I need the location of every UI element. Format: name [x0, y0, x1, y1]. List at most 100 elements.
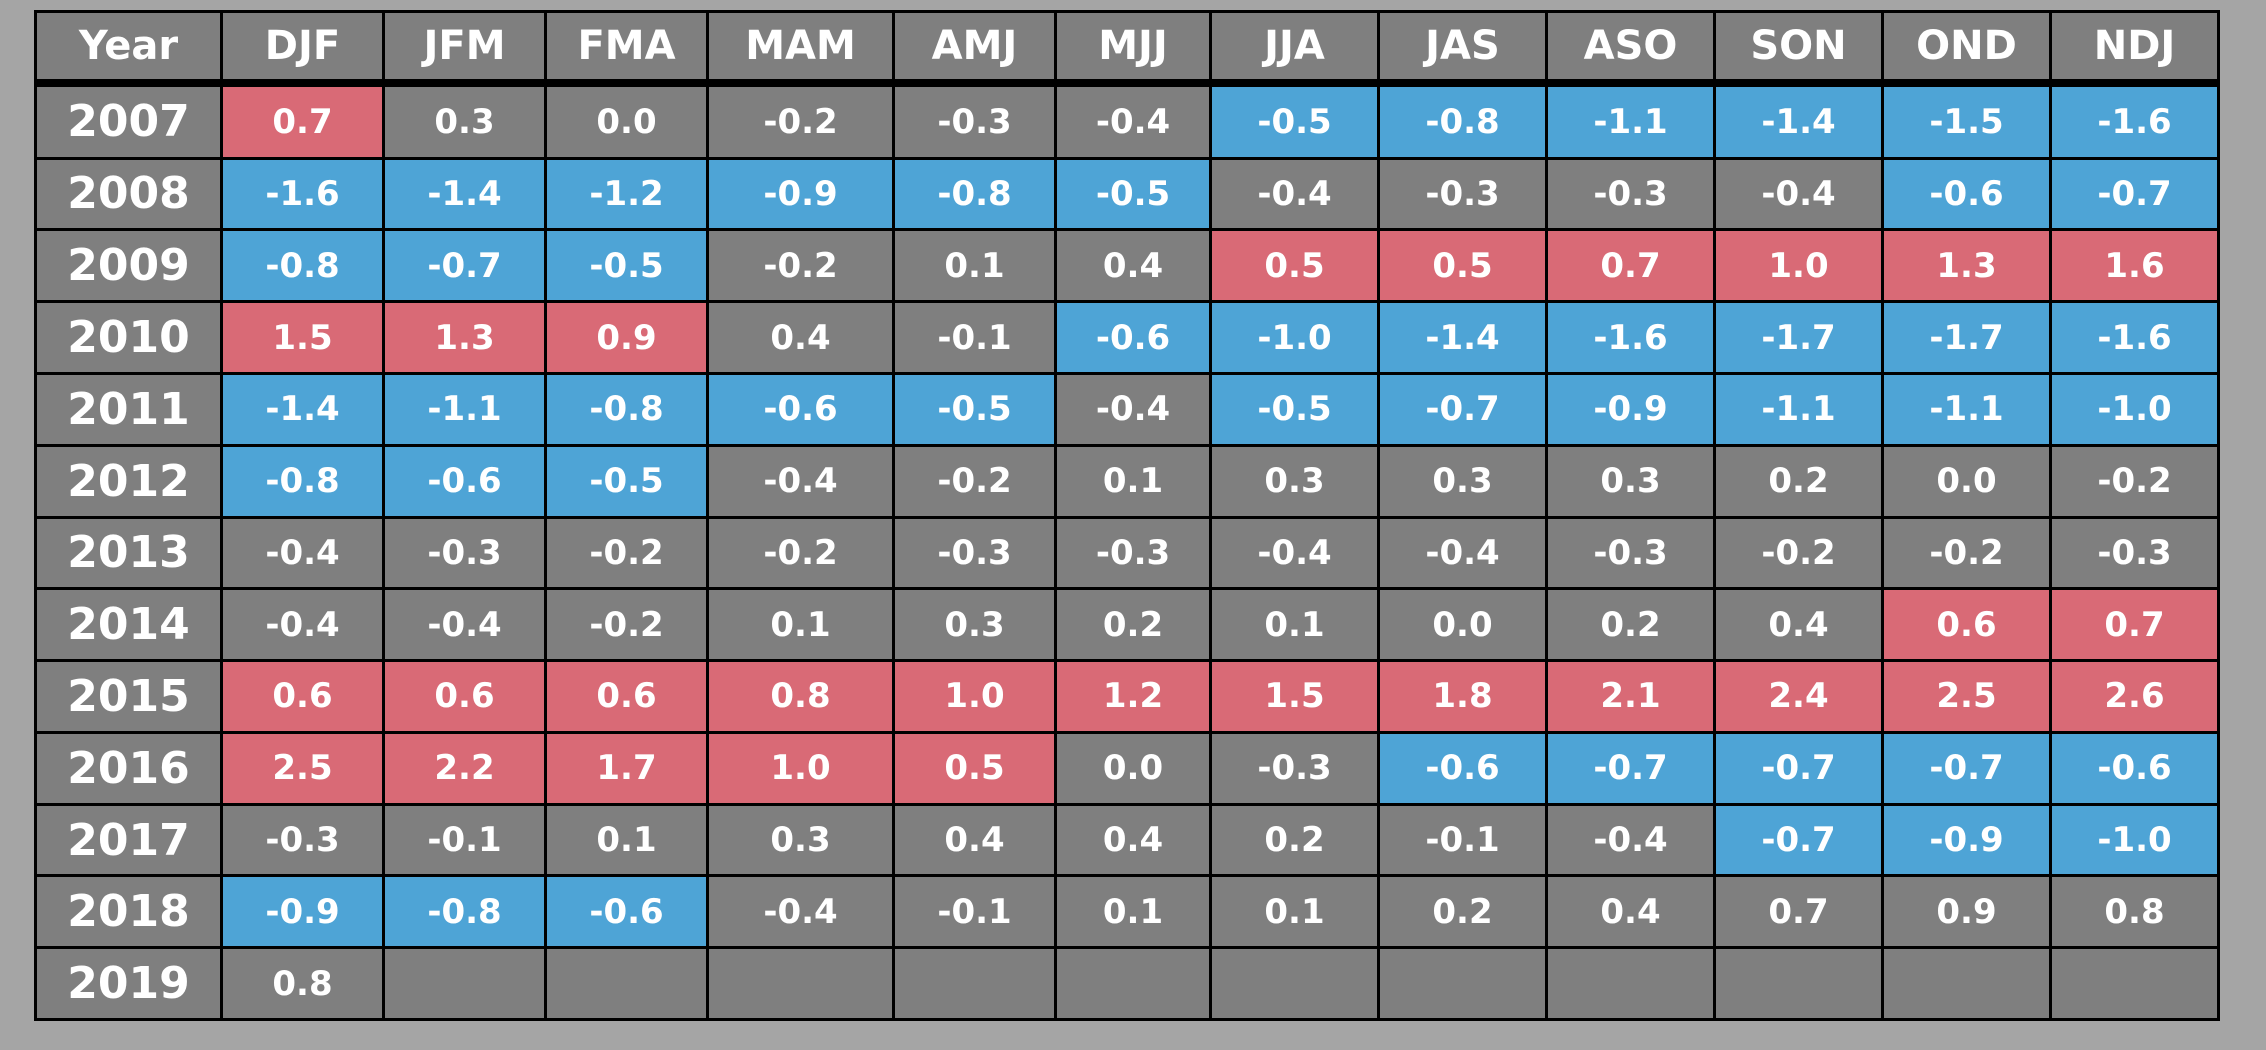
value-cell: 1.5	[220, 300, 385, 375]
value-cell: 0.9	[1881, 874, 2052, 950]
year-cell: 2012	[34, 443, 223, 519]
value-cell: -0.4	[220, 587, 385, 663]
value-cell: 0.4	[892, 802, 1057, 878]
value-cell: 1.3	[1881, 228, 2052, 304]
column-header-son: SON	[1713, 10, 1884, 87]
year-cell: 2007	[34, 81, 223, 160]
value-cell	[544, 946, 709, 1021]
table-row: 2019 0.8	[34, 946, 2220, 1021]
value-cell: -0.4	[1713, 156, 1884, 232]
column-header-amj: AMJ	[892, 10, 1057, 87]
value-cell: -0.2	[1881, 515, 2052, 591]
value-cell: 0.3	[1545, 443, 1716, 519]
value-cell: 0.6	[220, 659, 385, 734]
value-cell: -0.2	[2049, 443, 2220, 519]
value-cell: 1.0	[1713, 228, 1884, 304]
value-cell: 0.6	[544, 659, 709, 734]
year-cell: 2010	[34, 300, 223, 375]
value-cell: 0.4	[706, 300, 895, 375]
value-cell: -1.7	[1881, 300, 2052, 375]
value-cell: -0.5	[1209, 371, 1380, 447]
year-cell: 2008	[34, 156, 223, 232]
year-cell: 2015	[34, 659, 223, 734]
table-row: 2010 1.5 1.3 0.9 0.4 -0.1 -0.6 -1.0 -1.4 -1.6 -1.7…	[34, 300, 2220, 375]
value-cell: 0.1	[544, 802, 709, 878]
value-cell: 0.7	[220, 81, 385, 160]
value-cell: -0.5	[892, 371, 1057, 447]
value-cell: -0.3	[1545, 515, 1716, 591]
value-cell: -1.6	[220, 156, 385, 232]
year-cell: 2014	[34, 587, 223, 663]
value-cell: 0.5	[1377, 228, 1548, 304]
value-cell: 0.2	[1713, 443, 1884, 519]
column-header-year: Year	[34, 10, 223, 87]
value-cell: -0.7	[382, 228, 547, 304]
value-cell: -0.6	[1881, 156, 2052, 232]
value-cell: 0.7	[1713, 874, 1884, 950]
value-cell: -0.3	[892, 81, 1057, 160]
value-cell: 0.5	[1209, 228, 1380, 304]
value-cell: -1.5	[1881, 81, 2052, 160]
value-cell: -0.3	[1054, 515, 1212, 591]
value-cell: 0.0	[1054, 730, 1212, 806]
value-cell: 0.0	[1881, 443, 2052, 519]
value-cell: -0.5	[544, 443, 709, 519]
year-cell: 2011	[34, 371, 223, 447]
value-cell: -0.3	[1545, 156, 1716, 232]
value-cell: -1.0	[2049, 802, 2220, 878]
table-row: 2016 2.5 2.2 1.7 1.0 0.5 0.0 -0.3 -0.6 -0.7 -0.7 -0…	[34, 730, 2220, 806]
value-cell: 0.4	[1545, 874, 1716, 950]
value-cell: 0.3	[1377, 443, 1548, 519]
value-cell: -0.4	[220, 515, 385, 591]
table-row: 2017 -0.3 -0.1 0.1 0.3 0.4 0.4 0.2 -0.1 -0.4 -0.7-…	[34, 802, 2220, 878]
value-cell: -1.2	[544, 156, 709, 232]
value-cell: -0.9	[1545, 371, 1716, 447]
value-cell: 1.6	[2049, 228, 2220, 304]
oni-table: Year DJF JFM FMA MAM AMJ MJJ JJA JAS ASO SON OND NDJ…	[34, 10, 2220, 1021]
column-header-ond: OND	[1881, 10, 2052, 87]
value-cell	[1881, 946, 2052, 1021]
value-cell: -0.4	[1209, 515, 1380, 591]
column-header-ndj: NDJ	[2049, 10, 2220, 87]
value-cell: -0.7	[1377, 371, 1548, 447]
value-cell: -0.3	[1377, 156, 1548, 232]
value-cell: -0.7	[1545, 730, 1716, 806]
column-header-mam: MAM	[706, 10, 895, 87]
value-cell: -1.1	[382, 371, 547, 447]
value-cell: -0.4	[706, 874, 895, 950]
value-cell: 1.0	[892, 659, 1057, 734]
value-cell: -1.4	[220, 371, 385, 447]
value-cell: -0.5	[1209, 81, 1380, 160]
value-cell: 0.7	[1545, 228, 1716, 304]
value-cell: -0.7	[2049, 156, 2220, 232]
year-cell: 2013	[34, 515, 223, 591]
value-cell: 2.6	[2049, 659, 2220, 734]
value-cell: 2.5	[220, 730, 385, 806]
table-row: 2012 -0.8 -0.6 -0.5 -0.4 -0.2 0.1 0.3 0.3 0.3 0.2 0…	[34, 443, 2220, 519]
value-cell: -0.6	[382, 443, 547, 519]
table-row: 2018 -0.9 -0.8 -0.6 -0.4 -0.1 0.1 0.1 0.2 0.4 0.7 0…	[34, 874, 2220, 950]
value-cell: -0.6	[706, 371, 895, 447]
year-cell: 2009	[34, 228, 223, 304]
value-cell: -0.6	[1377, 730, 1548, 806]
value-cell: 0.0	[1377, 587, 1548, 663]
value-cell: 0.5	[892, 730, 1057, 806]
value-cell: -0.4	[1377, 515, 1548, 591]
value-cell: -0.9	[220, 874, 385, 950]
value-cell: -0.2	[892, 443, 1057, 519]
column-header-fma: FMA	[544, 10, 709, 87]
value-cell: 0.1	[892, 228, 1057, 304]
value-cell: 0.8	[220, 946, 385, 1021]
table-row: 2009 -0.8 -0.7 -0.5 -0.2 0.1 0.4 0.5 0.5 0.7 1.0 1.…	[34, 228, 2220, 304]
value-cell: 0.2	[1545, 587, 1716, 663]
value-cell: 0.9	[544, 300, 709, 375]
value-cell: -0.2	[706, 81, 895, 160]
value-cell: -0.3	[220, 802, 385, 878]
value-cell: 0.4	[1713, 587, 1884, 663]
value-cell	[1545, 946, 1716, 1021]
value-cell: 0.4	[1054, 802, 1212, 878]
table-row: 2008 -1.6 -1.4 -1.2 -0.9 -0.8 -0.5 -0.4 -0.3 -0.3…	[34, 156, 2220, 232]
value-cell: -0.6	[544, 874, 709, 950]
value-cell: -0.1	[892, 300, 1057, 375]
value-cell: -1.4	[1377, 300, 1548, 375]
